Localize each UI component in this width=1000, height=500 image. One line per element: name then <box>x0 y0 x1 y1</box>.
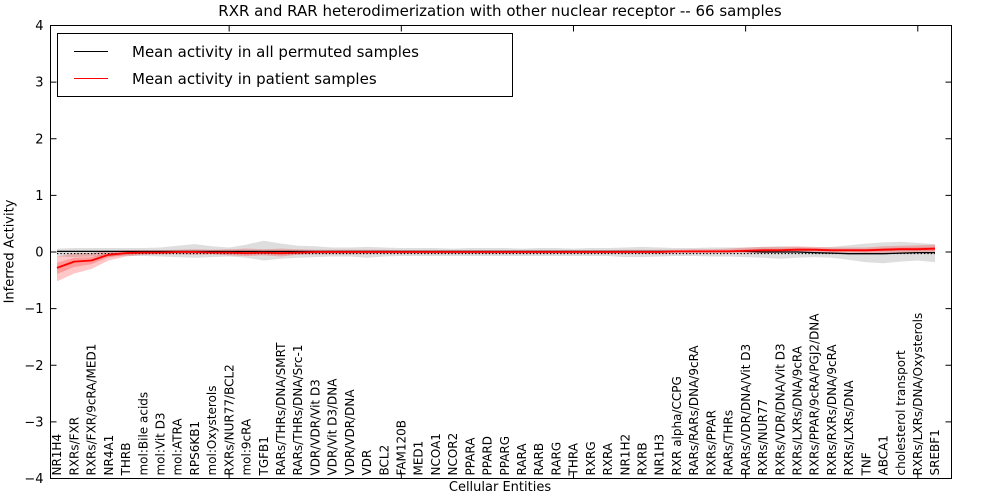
x-tick-label: PPARD <box>481 436 495 476</box>
x-tick-label: mol:ATRA <box>171 418 185 476</box>
y-tick-label: 3 <box>35 76 43 91</box>
x-tick-label: RXRB <box>636 442 650 475</box>
x-tick-label: RXR alpha/CCPG <box>670 376 684 475</box>
x-tick-label: RARs/THRs <box>722 410 736 476</box>
x-tick-label: RARB <box>532 443 546 476</box>
patient-mean-line <box>56 247 936 269</box>
legend-box: Mean activity in all permuted samples Me… <box>57 33 513 97</box>
x-tick-label: MED1 <box>412 441 426 476</box>
x-tick-label: NR1H2 <box>618 434 632 476</box>
x-tick-label: RXRA <box>601 442 615 475</box>
x-tick-label: ABCA1 <box>877 435 891 475</box>
x-tick-label: RARs/THRs/DNA/SMRT <box>274 342 288 476</box>
x-tick-label: BCL2 <box>377 445 391 476</box>
y-axis-label: Inferred Activity <box>2 199 18 304</box>
y-tick-label: −3 <box>24 415 43 430</box>
patient-line-swatch <box>74 78 108 79</box>
x-tick-label: RARs/RARs/DNA/9cRA <box>687 345 701 476</box>
x-tick-label: cholesterol transport <box>894 350 908 476</box>
legend-entry-permuted: Mean activity in all permuted samples <box>58 40 512 64</box>
y-tick-label: −4 <box>24 472 43 487</box>
x-tick-label: NR1H3 <box>653 434 667 476</box>
x-tick-label: VDR/Vit D3/DNA <box>326 378 340 476</box>
x-tick-label: RXRs/LXRs/DNA <box>842 380 856 476</box>
x-tick-label: mol:Bile acids <box>136 392 150 476</box>
y-tick-label: 4 <box>35 19 43 34</box>
x-tick-label: RXRs/FXR/9cRA/MED1 <box>85 344 99 476</box>
x-axis-label: Cellular Entities <box>448 480 552 495</box>
y-tick-label: 1 <box>35 189 43 204</box>
x-tick-label: THRA <box>567 442 581 476</box>
x-tick-label: mol:Vit D3 <box>153 412 167 475</box>
x-tick-label: TNF <box>859 452 873 476</box>
x-tick-label: PPARA <box>463 437 477 476</box>
chart-title: RXR and RAR heterodimerization with othe… <box>218 2 782 20</box>
x-tick-label: THRB <box>119 443 133 477</box>
x-tick-label: RXRs/NUR77/BCL2 <box>222 364 236 475</box>
permuted-line-swatch <box>74 51 108 52</box>
legend-label-patient: Mean activity in patient samples <box>132 69 377 88</box>
y-tick-label: −2 <box>24 359 43 374</box>
x-tick-label: mol:Oxysterols <box>205 386 219 476</box>
y-tick-label: −1 <box>24 302 43 317</box>
x-tick-label: VDR/VDR/Vit D3 <box>308 379 322 475</box>
x-tick-label: SREBF1 <box>928 429 942 475</box>
x-tick-label: RXRs/LXRs/DNA/9cRA <box>790 345 804 475</box>
x-tick-label: VDR <box>360 450 374 476</box>
x-tick-label: RARA <box>515 443 529 476</box>
x-tick-label: RARG <box>549 442 563 476</box>
x-tick-label: RXRs/VDR/DNA/Vit D3 <box>773 343 787 475</box>
x-tick-label: RPS6KB1 <box>188 421 202 476</box>
x-tick-label: RXRs/PPAR/9cRA/PGJ2/DNA <box>808 313 822 476</box>
x-tick-label: NR1H4 <box>50 434 64 476</box>
x-tick-label: NR4A1 <box>102 435 116 476</box>
x-tick-label: RXRs/RXRs/DNA/9cRA <box>825 344 839 476</box>
y-tick-label: 0 <box>35 246 43 261</box>
x-tick-label: RXRs/LXRs/DNA/Oxysterols <box>911 313 925 476</box>
x-tick-label: VDR/VDR/DNA <box>343 389 357 476</box>
x-tick-label: RXRG <box>584 441 598 475</box>
x-tick-label: mol:9cRA <box>240 418 254 475</box>
y-tick-label: 2 <box>35 132 43 147</box>
x-tick-label: RXRs/NUR77 <box>756 399 770 476</box>
x-tick-label: PPARG <box>498 436 512 476</box>
legend-label-permuted: Mean activity in all permuted samples <box>132 42 419 61</box>
x-tick-label: RARs/THRs/DNA/Src-1 <box>291 345 305 476</box>
x-tick-label: TGFB1 <box>257 436 271 476</box>
x-tick-label: FAM120B <box>395 420 409 476</box>
x-tick-label: RXRs/FXR <box>67 417 81 476</box>
x-tick-label: NCOR2 <box>446 433 460 476</box>
x-tick-label: RARs/VDR/DNA/Vit D3 <box>739 344 753 476</box>
legend-entry-patient: Mean activity in patient samples <box>58 67 512 91</box>
x-tick-label: RXRs/PPAR <box>704 410 718 475</box>
x-tick-label: NCOA1 <box>429 433 443 475</box>
